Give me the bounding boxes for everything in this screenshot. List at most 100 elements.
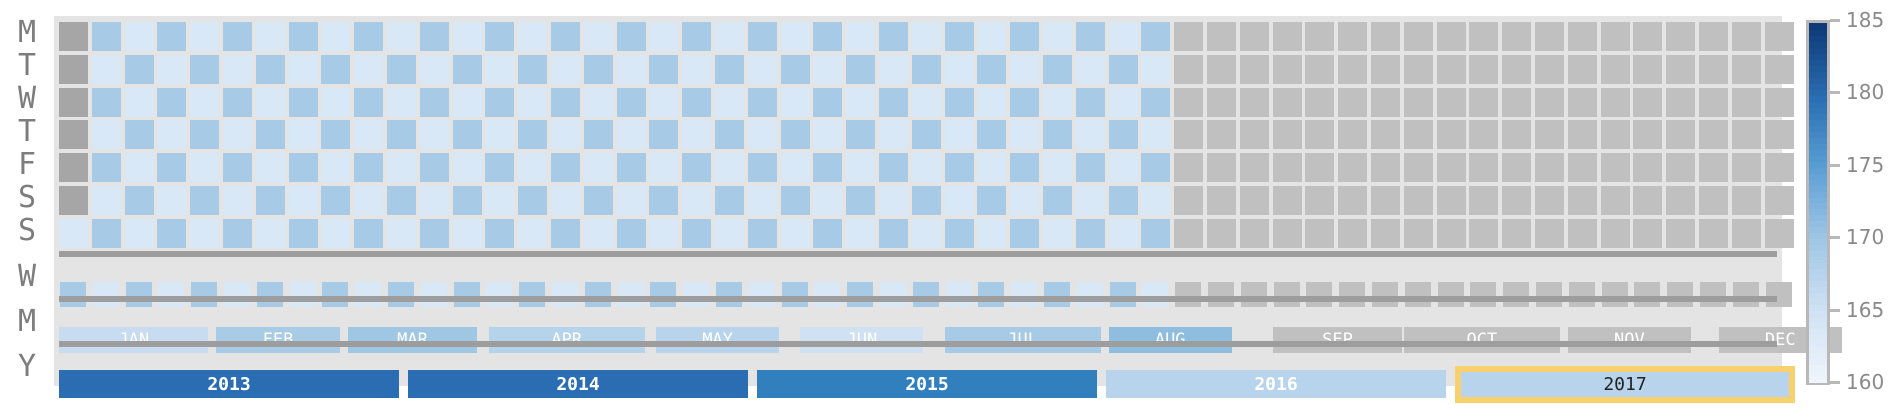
day-cell[interactable] — [354, 186, 384, 215]
day-cell[interactable] — [157, 186, 187, 215]
day-cell[interactable] — [452, 186, 482, 215]
day-cell[interactable] — [1502, 218, 1532, 248]
day-cell[interactable] — [1764, 54, 1794, 84]
day-cell[interactable] — [1567, 22, 1597, 51]
day-cell[interactable] — [1207, 186, 1236, 215]
day-cell[interactable] — [59, 218, 88, 248]
day-cell[interactable] — [485, 22, 515, 51]
day-cell[interactable] — [1403, 218, 1433, 248]
week-cell[interactable] — [1601, 282, 1628, 307]
day-cell[interactable] — [1403, 120, 1433, 150]
day-cell[interactable] — [1108, 120, 1138, 150]
day-cell[interactable] — [1567, 186, 1597, 215]
day-cell[interactable] — [223, 87, 252, 117]
day-cell[interactable] — [846, 22, 876, 51]
day-cell[interactable] — [124, 22, 154, 51]
day-cell[interactable] — [1436, 186, 1466, 215]
day-cell[interactable] — [223, 186, 252, 215]
day-cell[interactable] — [1305, 218, 1335, 248]
day-cell[interactable] — [288, 186, 318, 215]
day-cell[interactable] — [91, 153, 121, 183]
day-cell[interactable] — [288, 22, 318, 51]
day-cell[interactable] — [190, 218, 220, 248]
day-cell[interactable] — [321, 87, 351, 117]
day-cell[interactable] — [91, 22, 121, 51]
day-cell[interactable] — [1174, 54, 1204, 84]
day-cell[interactable] — [1010, 218, 1040, 248]
day-cell[interactable] — [1567, 153, 1597, 183]
day-cell[interactable] — [1207, 153, 1236, 183]
day-cell[interactable] — [223, 153, 252, 183]
day-cell[interactable] — [1699, 87, 1728, 117]
day-cell[interactable] — [1371, 54, 1400, 84]
day-cell[interactable] — [59, 153, 88, 183]
day-cell[interactable] — [1075, 54, 1105, 84]
day-cell[interactable] — [288, 153, 318, 183]
day-cell[interactable] — [1141, 120, 1171, 150]
day-cell[interactable] — [91, 54, 121, 84]
day-cell[interactable] — [682, 153, 712, 183]
day-cell[interactable] — [1108, 153, 1138, 183]
day-cell[interactable] — [879, 218, 908, 248]
day-cell[interactable] — [1305, 120, 1335, 150]
day-cell[interactable] — [1010, 87, 1040, 117]
day-cell[interactable] — [1239, 153, 1269, 183]
day-cell[interactable] — [321, 153, 351, 183]
day-cell[interactable] — [682, 22, 712, 51]
week-cell[interactable] — [617, 282, 644, 307]
day-cell[interactable] — [1207, 120, 1236, 150]
week-cell[interactable] — [453, 282, 480, 307]
day-cell[interactable] — [223, 218, 252, 248]
day-cell[interactable] — [91, 218, 121, 248]
day-cell[interactable] — [419, 186, 449, 215]
day-cell[interactable] — [1075, 22, 1105, 51]
day-cell[interactable] — [1731, 120, 1761, 150]
day-cell[interactable] — [682, 87, 712, 117]
day-cell[interactable] — [124, 186, 154, 215]
day-cell[interactable] — [813, 153, 843, 183]
day-cell[interactable] — [780, 218, 810, 248]
day-cell[interactable] — [1731, 87, 1761, 117]
day-cell[interactable] — [649, 87, 679, 117]
day-cell[interactable] — [485, 218, 515, 248]
day-cell[interactable] — [1666, 22, 1696, 51]
day-cell[interactable] — [1731, 54, 1761, 84]
day-cell[interactable] — [944, 54, 974, 84]
day-cell[interactable] — [190, 87, 220, 117]
day-cell[interactable] — [944, 218, 974, 248]
day-cell[interactable] — [190, 120, 220, 150]
day-cell[interactable] — [977, 120, 1007, 150]
day-cell[interactable] — [1666, 186, 1696, 215]
day-cell[interactable] — [682, 218, 712, 248]
day-cell[interactable] — [551, 87, 580, 117]
day-cell[interactable] — [321, 54, 351, 84]
week-cell[interactable] — [1142, 282, 1169, 307]
month-bar-oct[interactable]: OCT — [1403, 327, 1560, 353]
day-cell[interactable] — [747, 22, 777, 51]
day-cell[interactable] — [1436, 153, 1466, 183]
day-cell[interactable] — [223, 22, 252, 51]
day-cell[interactable] — [944, 87, 974, 117]
day-cell[interactable] — [1764, 186, 1794, 215]
day-cell[interactable] — [649, 22, 679, 51]
day-cell[interactable] — [1436, 218, 1466, 248]
day-cell[interactable] — [1141, 87, 1171, 117]
day-cell[interactable] — [1535, 186, 1564, 215]
day-cell[interactable] — [1207, 22, 1236, 51]
week-cell[interactable] — [1634, 282, 1661, 307]
week-cell[interactable] — [1011, 282, 1038, 307]
day-cell[interactable] — [223, 120, 252, 150]
day-cell[interactable] — [944, 186, 974, 215]
day-cell[interactable] — [387, 218, 416, 248]
day-cell[interactable] — [1535, 54, 1564, 84]
day-cell[interactable] — [59, 186, 88, 215]
day-cell[interactable] — [616, 120, 646, 150]
day-cell[interactable] — [879, 120, 908, 150]
week-cell[interactable] — [1667, 282, 1694, 307]
day-cell[interactable] — [59, 54, 88, 84]
day-cell[interactable] — [813, 87, 843, 117]
day-cell[interactable] — [124, 120, 154, 150]
day-cell[interactable] — [1469, 87, 1499, 117]
day-cell[interactable] — [1535, 218, 1564, 248]
day-cell[interactable] — [255, 87, 285, 117]
